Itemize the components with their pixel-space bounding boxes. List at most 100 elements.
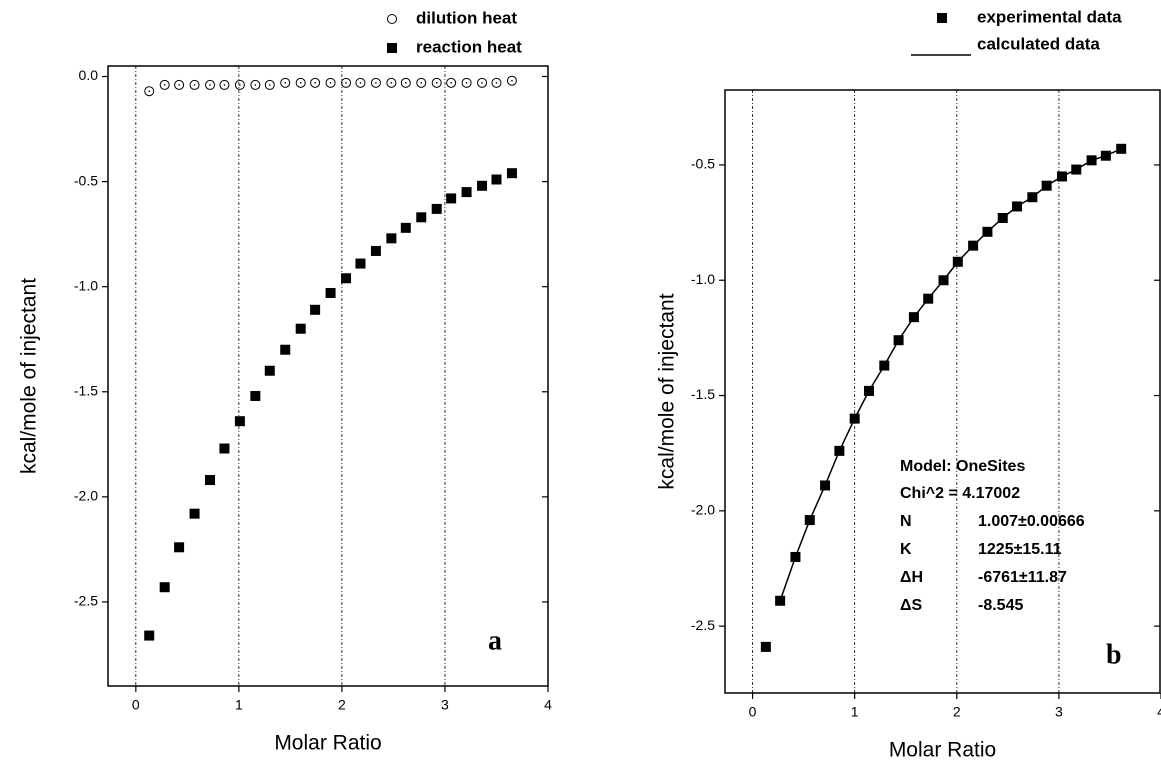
data-point [506,168,517,179]
data-point [416,77,427,88]
data-point-dot [450,82,452,84]
fit-value: 1225±15.11 [978,541,1062,558]
y-tick-label: -0.5 [691,156,715,172]
data-point [159,582,170,593]
data-point [491,174,502,185]
data-point-dot [178,84,180,86]
fit-value: -6761±11.87 [978,569,1067,586]
data-point [250,390,261,401]
x-tick-label: 2 [953,704,961,720]
y-tick-label: 0.0 [79,67,99,83]
data-point [355,258,366,269]
y-tick-label: -0.5 [74,172,98,188]
y-tick-label: -2.0 [691,502,715,518]
data-point [446,193,457,204]
fit-value: -8.545 [978,597,1023,614]
data-point [760,641,771,652]
data-point [325,287,336,298]
data-point [234,416,245,427]
data-point-dot [465,82,468,84]
data-point-dot [148,90,151,93]
data-point [355,77,366,88]
data-point [144,86,155,97]
data-point-dot [375,82,377,84]
data-point [189,79,200,90]
x-tick-label: 4 [1157,704,1161,720]
data-point-dot [299,82,302,84]
data-point-dot [404,82,407,84]
data-point-dot [435,82,438,84]
data-point [264,365,275,376]
data-point [400,77,411,88]
x-tick-label: 4 [544,697,552,713]
y-axis-label: kcal/mole of injectant [18,278,41,474]
panel-letter: b [1106,639,1122,670]
data-point [416,212,427,223]
data-point [280,77,291,88]
y-tick-label: -1.0 [74,277,98,293]
data-point [461,77,472,88]
fit-param: ΔS [900,597,923,614]
fit-line [779,148,1122,602]
data-point-dot [193,84,196,86]
y-tick-label: -2.0 [74,488,98,504]
data-point [205,475,216,486]
x-tick-label: 3 [1055,704,1063,720]
x-tick-label: 1 [235,697,243,713]
data-point [341,77,352,88]
fit-param: N [900,513,912,530]
data-point [295,77,306,88]
data-point-dot [223,84,226,86]
data-point [189,508,200,519]
y-tick-label: -1.5 [74,382,98,398]
data-point [219,79,230,90]
data-point [144,630,155,641]
data-point-dot [284,82,287,84]
legend-label: reaction heat [416,37,522,56]
y-tick-label: -1.0 [691,271,715,287]
data-point [159,79,170,90]
data-point-dot [163,84,166,86]
legend-marker [937,13,947,23]
y-tick-label: -2.5 [74,593,98,609]
data-point-dot [359,82,362,84]
data-point [386,233,397,244]
data-point [295,323,306,334]
legend-label: dilution heat [416,8,517,27]
data-point [370,77,381,88]
data-point [446,77,457,88]
data-point [174,542,185,553]
data-point [431,203,442,214]
data-point [174,79,185,90]
legend-marker [387,14,397,24]
data-point [477,180,488,191]
legend-marker [387,43,397,53]
data-point-dot [268,84,271,86]
x-axis-label: Molar Ratio [889,739,996,762]
data-point [370,245,381,256]
data-point [280,344,291,355]
data-point-dot [345,82,347,84]
data-point [461,187,472,198]
data-point-dot [314,82,316,84]
x-axis-label: Molar Ratio [274,732,381,755]
data-point [341,273,352,284]
fit-chi: Chi^2 = 4.17002 [900,485,1020,502]
x-tick-label: 1 [851,704,859,720]
data-point [400,222,411,233]
data-point-dot [254,84,257,86]
plot-frame [724,89,1161,694]
data-point [431,77,442,88]
y-tick-label: -1.5 [691,386,715,402]
fit-model: Model: OneSites [900,458,1025,475]
data-point [310,304,321,315]
legend-label: calculated data [977,34,1100,53]
data-point-dot [329,82,332,84]
x-tick-label: 3 [441,697,449,713]
panel-letter: a [488,625,502,656]
y-tick-label: -2.5 [691,617,715,633]
data-point [310,77,321,88]
data-point [477,77,488,88]
data-point [491,77,502,88]
